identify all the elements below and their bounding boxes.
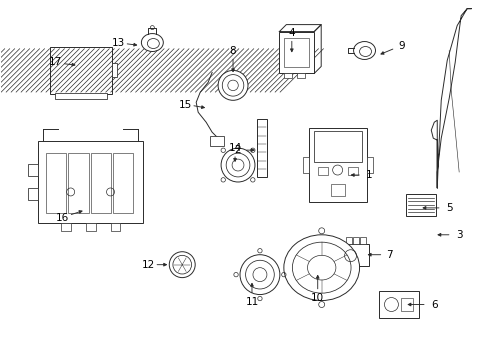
Text: 9: 9	[397, 41, 404, 50]
Bar	[352, 237, 358, 244]
Bar	[406, 194, 435, 216]
Text: 11: 11	[245, 297, 258, 306]
Ellipse shape	[353, 41, 375, 59]
Bar	[110, 223, 120, 231]
Bar	[68, 153, 88, 213]
Bar	[38, 141, 142, 223]
Bar	[330, 184, 344, 197]
Bar	[46, 153, 66, 213]
Bar	[256, 119, 266, 177]
Text: 14: 14	[228, 143, 241, 153]
Circle shape	[240, 255, 279, 294]
Bar	[111, 63, 117, 77]
Bar	[28, 188, 38, 200]
Bar	[284, 37, 308, 67]
Bar	[401, 298, 412, 311]
Text: 15: 15	[178, 100, 191, 110]
Bar	[379, 291, 419, 319]
Bar	[308, 128, 366, 202]
Text: 8: 8	[229, 45, 236, 55]
Bar	[28, 164, 38, 176]
Circle shape	[221, 148, 254, 182]
Bar	[317, 167, 327, 175]
Bar	[61, 223, 71, 231]
Bar	[313, 131, 361, 162]
Text: 10: 10	[310, 293, 324, 302]
Circle shape	[169, 252, 195, 278]
Bar	[90, 153, 111, 213]
Bar	[113, 153, 133, 213]
Bar	[85, 223, 95, 231]
Text: 7: 7	[386, 250, 392, 260]
Bar	[50, 46, 111, 94]
Ellipse shape	[283, 235, 359, 301]
Bar	[347, 167, 357, 175]
Bar	[359, 237, 365, 244]
Bar	[55, 93, 106, 99]
Bar	[279, 32, 314, 73]
Bar	[210, 136, 224, 146]
Text: 12: 12	[142, 260, 155, 270]
Ellipse shape	[141, 33, 163, 51]
Text: 5: 5	[445, 203, 451, 213]
Text: 17: 17	[49, 58, 62, 67]
Bar	[284, 73, 292, 78]
Bar	[297, 73, 305, 78]
Text: 4: 4	[288, 28, 295, 37]
Text: 6: 6	[430, 300, 437, 310]
Text: 2: 2	[234, 145, 241, 155]
Text: 16: 16	[56, 213, 69, 223]
Text: 3: 3	[455, 230, 462, 240]
Bar	[302, 157, 308, 173]
Text: 1: 1	[366, 170, 372, 180]
Circle shape	[218, 71, 247, 100]
Text: 13: 13	[112, 37, 125, 48]
Bar	[340, 244, 368, 266]
Bar	[366, 157, 372, 173]
Bar	[345, 237, 351, 244]
